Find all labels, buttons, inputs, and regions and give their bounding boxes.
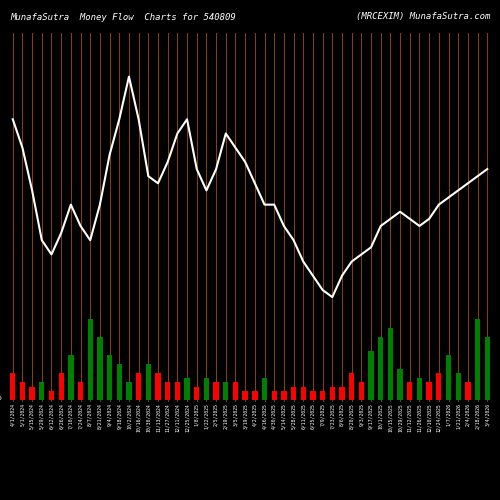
Bar [233, 382, 238, 400]
Bar [349, 373, 354, 400]
Bar [30, 386, 35, 400]
Bar [194, 386, 200, 400]
Bar [407, 382, 412, 400]
Bar [330, 386, 335, 400]
Bar [184, 378, 190, 400]
Bar [272, 391, 277, 400]
Bar [10, 373, 16, 400]
Bar [68, 355, 73, 400]
Bar [358, 382, 364, 400]
Bar [456, 373, 461, 400]
Bar [242, 391, 248, 400]
Bar [446, 355, 451, 400]
Bar [388, 328, 393, 400]
Bar [136, 373, 141, 400]
Bar [174, 382, 180, 400]
Bar [223, 382, 228, 400]
Bar [252, 391, 258, 400]
Bar [291, 386, 296, 400]
Bar [436, 373, 442, 400]
Bar [58, 373, 64, 400]
Bar [165, 382, 170, 400]
Bar [126, 382, 132, 400]
Bar [484, 337, 490, 400]
Bar [398, 368, 403, 400]
Bar [300, 386, 306, 400]
Bar [78, 382, 83, 400]
Bar [310, 391, 316, 400]
Bar [49, 391, 54, 400]
Text: (MRCEXIM) MunafaSutra.com: (MRCEXIM) MunafaSutra.com [356, 12, 490, 22]
Bar [116, 364, 122, 400]
Bar [204, 378, 209, 400]
Text: MunafaSutra  Money Flow  Charts for 540809: MunafaSutra Money Flow Charts for 540809 [10, 12, 236, 22]
Bar [146, 364, 151, 400]
Text: 0: 0 [0, 396, 1, 400]
Bar [417, 378, 422, 400]
Bar [20, 382, 25, 400]
Bar [368, 350, 374, 400]
Bar [88, 319, 93, 400]
Bar [465, 382, 470, 400]
Bar [97, 337, 102, 400]
Bar [340, 386, 344, 400]
Bar [475, 319, 480, 400]
Bar [262, 378, 267, 400]
Bar [39, 382, 44, 400]
Bar [320, 391, 326, 400]
Bar [156, 373, 160, 400]
Bar [378, 337, 384, 400]
Bar [426, 382, 432, 400]
Bar [281, 391, 286, 400]
Bar [107, 355, 112, 400]
Bar [214, 382, 219, 400]
